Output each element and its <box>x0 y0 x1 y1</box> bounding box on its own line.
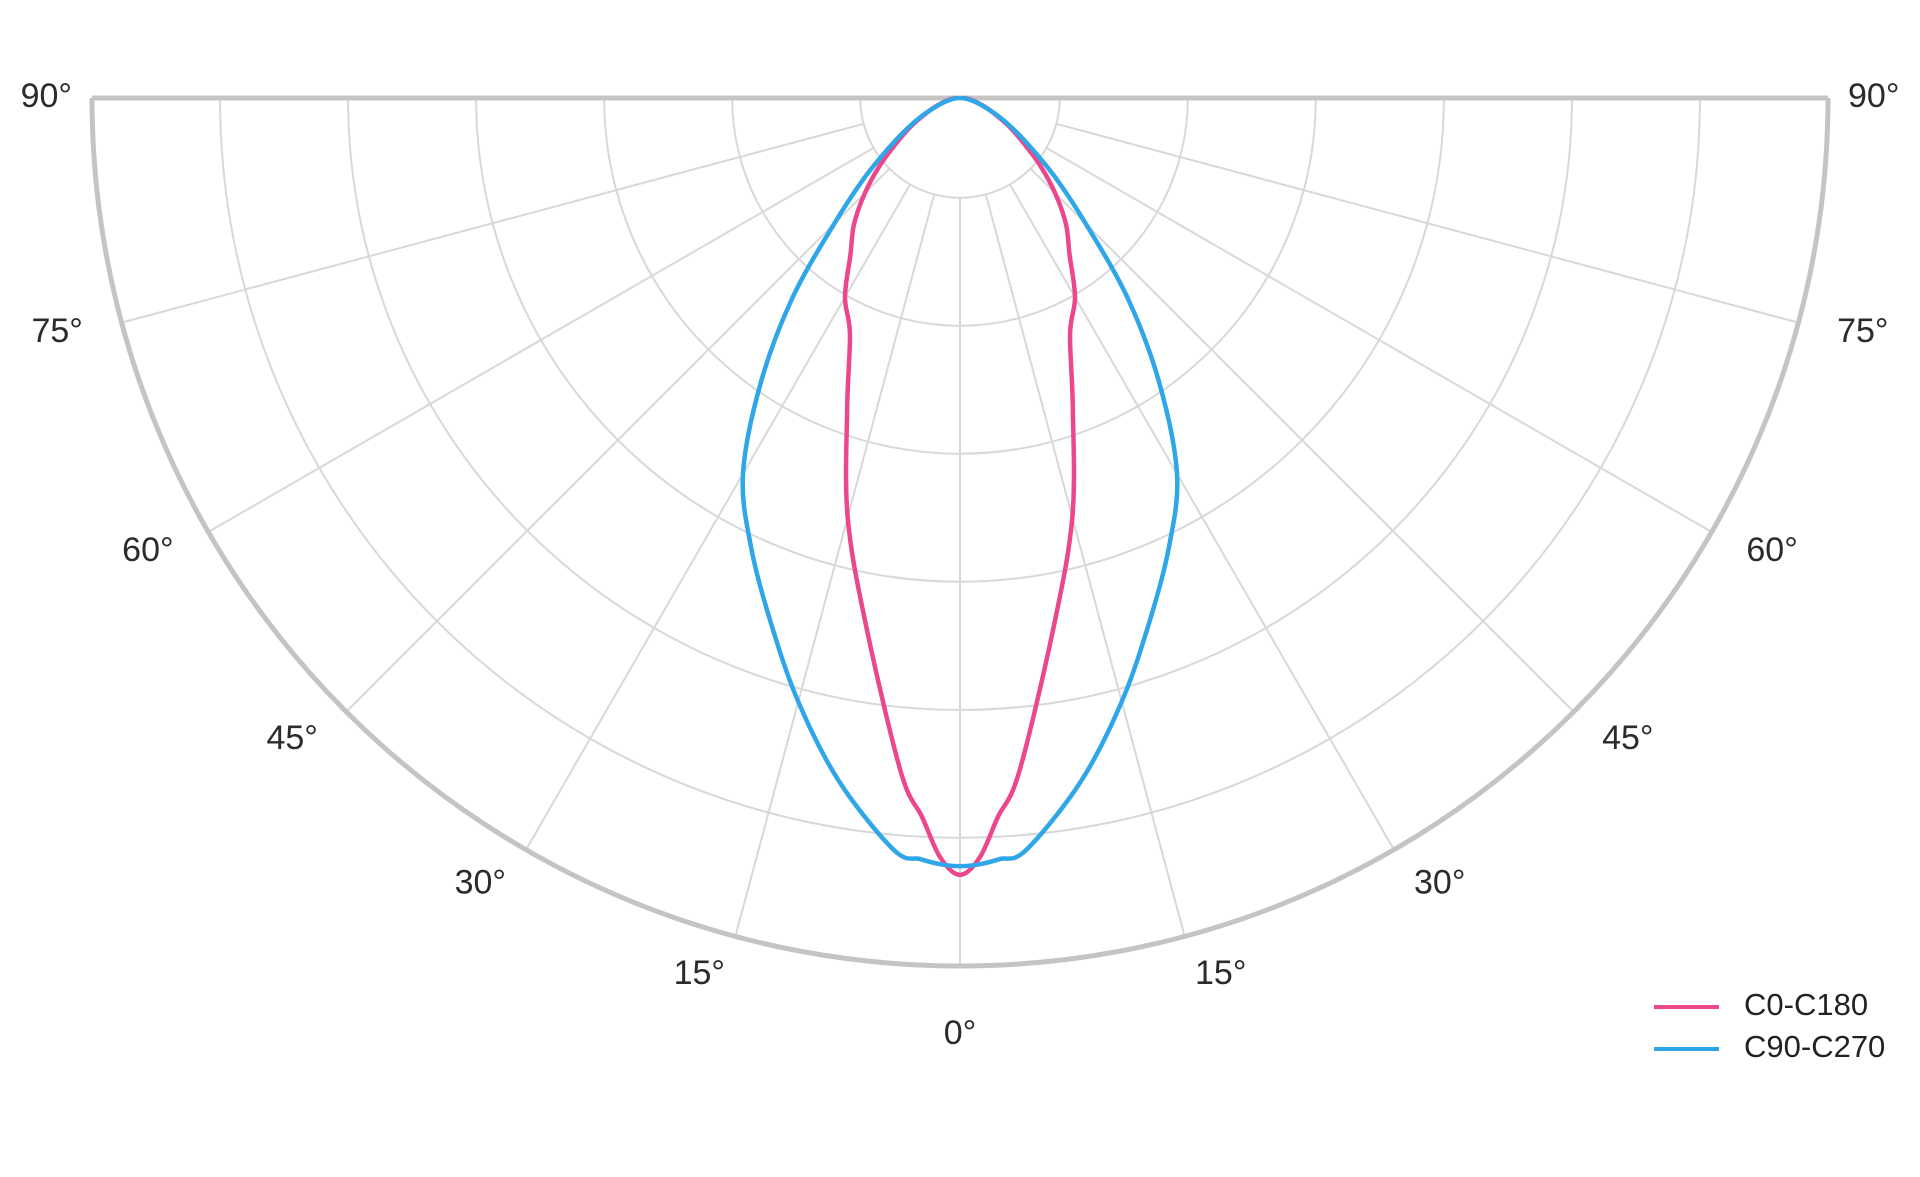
svg-text:75°: 75° <box>1837 312 1888 350</box>
svg-text:30°: 30° <box>455 863 506 901</box>
svg-text:75°: 75° <box>31 312 82 350</box>
svg-text:15°: 15° <box>1195 954 1246 992</box>
svg-text:C90-C270: C90-C270 <box>1744 1029 1885 1064</box>
svg-text:90°: 90° <box>1848 77 1899 115</box>
svg-text:90°: 90° <box>21 77 72 115</box>
svg-text:15°: 15° <box>674 954 725 992</box>
svg-text:45°: 45° <box>266 719 317 757</box>
svg-text:45°: 45° <box>1602 719 1653 757</box>
svg-text:C0-C180: C0-C180 <box>1744 987 1868 1022</box>
svg-text:60°: 60° <box>1746 531 1797 569</box>
svg-text:30°: 30° <box>1414 863 1465 901</box>
svg-text:0°: 0° <box>944 1014 977 1052</box>
svg-text:60°: 60° <box>122 531 173 569</box>
